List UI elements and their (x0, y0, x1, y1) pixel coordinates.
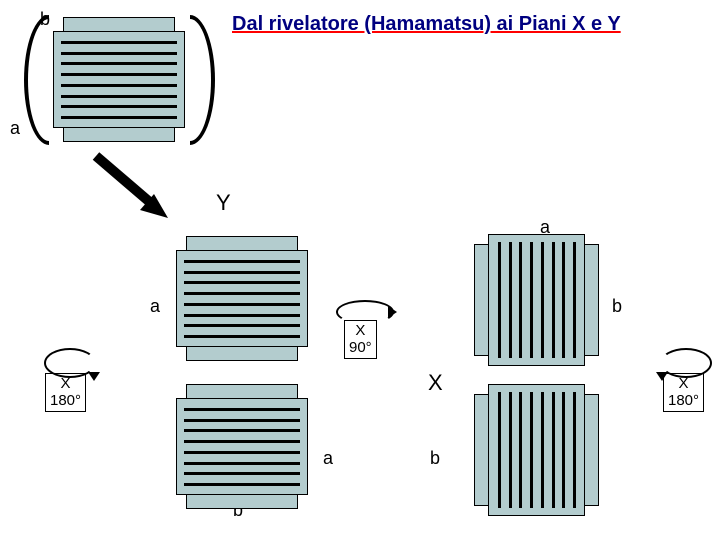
rotation-x-left-line2: 180° (50, 393, 81, 410)
label-big-X: X (428, 370, 443, 396)
diagonal-arrow (90, 150, 180, 230)
label-bot-a1: a (323, 448, 333, 469)
rotation-loop-left-head (88, 372, 100, 381)
label-Y: Y (216, 190, 231, 216)
rotation-x-90: X 90° (344, 320, 377, 359)
label-bot-b2: b (430, 448, 440, 469)
rotation-x-90-line1: X (349, 323, 372, 340)
rotation-loop-right-head (656, 372, 668, 381)
label-mid-a2: a (150, 296, 160, 317)
label-top-a: a (10, 118, 20, 139)
rotation-loop-mid-head (388, 306, 397, 318)
rotation-x-180-left: X 180° (45, 373, 86, 412)
rotation-x-right-line1: X (668, 376, 699, 393)
rotation-x-left-line1: X (50, 376, 81, 393)
page-title: Dal rivelatore (Hamamatsu) ai Piani X e … (232, 13, 621, 36)
rotation-x-90-line2: 90° (349, 340, 372, 357)
label-mid-b2: b (612, 296, 622, 317)
rotation-x-180-right: X 180° (663, 373, 704, 412)
rotation-loop-mid (336, 300, 394, 324)
rotation-x-right-line2: 180° (668, 393, 699, 410)
